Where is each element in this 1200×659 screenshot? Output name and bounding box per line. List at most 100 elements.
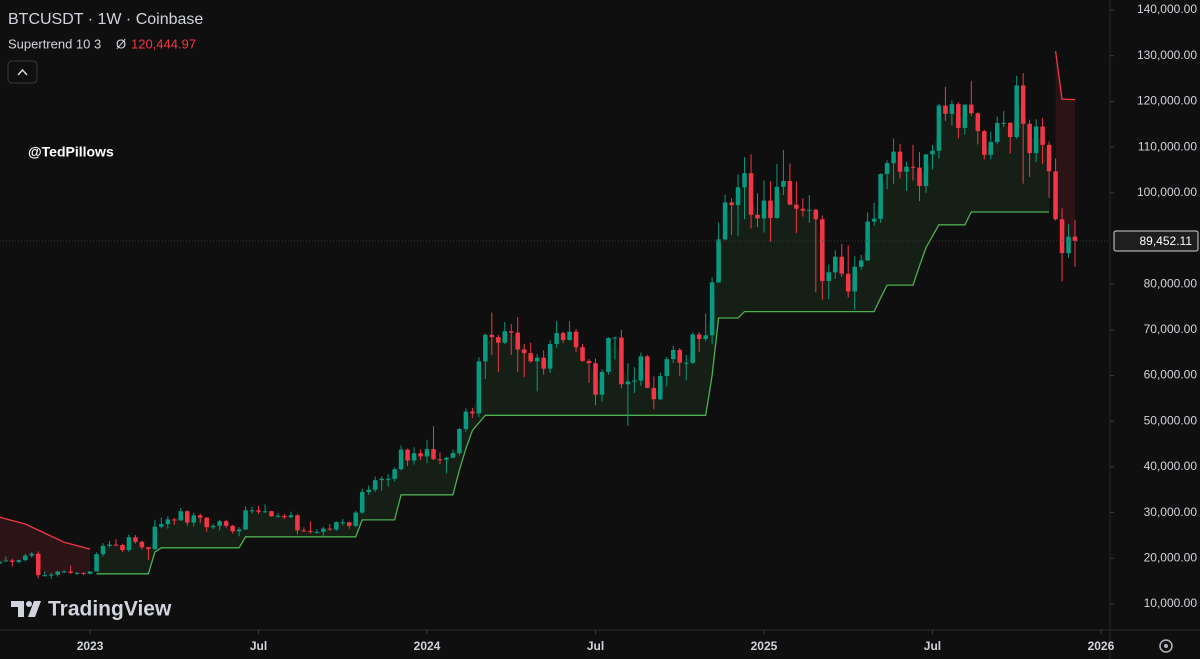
candle-body xyxy=(282,515,287,518)
candle-body xyxy=(709,282,715,336)
candle-body xyxy=(197,515,203,518)
candle-body xyxy=(696,334,702,339)
candle-body xyxy=(444,457,449,460)
candle-body xyxy=(327,528,333,530)
candle-body xyxy=(55,571,60,575)
candle-body xyxy=(275,515,281,517)
x-tick-label: Jul xyxy=(587,639,604,653)
y-tick-label: 100,000.00 xyxy=(1137,185,1197,199)
settings-button[interactable] xyxy=(1159,639,1173,653)
candle-body xyxy=(897,151,903,172)
candle-body xyxy=(334,522,339,530)
candle-body xyxy=(262,511,268,513)
candle-body xyxy=(81,572,86,574)
y-tick-label: 60,000.00 xyxy=(1144,368,1198,382)
candle-body xyxy=(1033,126,1039,154)
y-tick-label: 140,000.00 xyxy=(1137,2,1197,16)
time-axis: 2023 Jul 2024 Jul 2025 Jul 2026 xyxy=(77,630,1115,653)
supertrend-fill xyxy=(96,104,1050,574)
candle-body xyxy=(904,166,909,172)
candle-body xyxy=(457,428,462,454)
y-tick-label: 50,000.00 xyxy=(1144,413,1198,427)
candle-body xyxy=(107,544,112,546)
candle-body xyxy=(204,517,209,528)
candle-body xyxy=(573,331,579,348)
candle-body xyxy=(800,208,806,211)
collapse-icon[interactable] xyxy=(17,68,28,76)
candle-body xyxy=(580,347,585,361)
candle-body xyxy=(398,449,404,470)
candle-body xyxy=(68,571,73,573)
candle-body xyxy=(884,163,890,175)
supertrend-line xyxy=(96,211,1050,575)
candle-body xyxy=(1007,122,1013,138)
x-tick-label: Jul xyxy=(250,639,267,653)
candle-body xyxy=(359,492,365,513)
candle-body xyxy=(120,545,125,551)
candle-body xyxy=(994,122,1000,143)
candle-body xyxy=(476,361,482,414)
candle-body xyxy=(256,510,261,512)
candle-body xyxy=(554,333,559,345)
candle-body xyxy=(172,519,177,521)
candle-body xyxy=(541,357,546,369)
candle-body xyxy=(1066,236,1071,254)
candle-body xyxy=(521,349,527,354)
x-tick-label: 2026 xyxy=(1088,639,1115,653)
candle-body xyxy=(839,256,845,274)
candle-body xyxy=(781,180,786,187)
candle-body xyxy=(891,151,896,164)
candle-body xyxy=(560,333,566,340)
candle-body xyxy=(599,371,605,395)
candle-body xyxy=(567,331,572,340)
candle-body xyxy=(126,537,132,551)
candle-body xyxy=(340,522,346,524)
candle-body xyxy=(146,547,151,550)
candle-body xyxy=(1059,219,1065,254)
x-tick-label: 2023 xyxy=(77,639,104,653)
settings-icon-center[interactable] xyxy=(1164,644,1168,648)
candle-body xyxy=(722,202,728,240)
candle-body xyxy=(1046,144,1052,172)
candle-body xyxy=(690,334,695,363)
x-tick-label: 2024 xyxy=(414,639,441,653)
candle-body xyxy=(1027,123,1032,154)
candle-body xyxy=(988,142,994,155)
candle-body xyxy=(392,469,397,479)
candle-body xyxy=(10,560,15,562)
candle-body xyxy=(470,411,475,414)
candle-body xyxy=(269,511,274,517)
candle-body xyxy=(418,453,423,457)
candle-body xyxy=(807,209,812,211)
candle-body xyxy=(638,356,644,381)
candle-body xyxy=(794,204,799,209)
collapse-button[interactable] xyxy=(7,60,38,84)
candle-body xyxy=(962,104,968,128)
indicator-visibility: Ø xyxy=(116,36,126,51)
candle-body xyxy=(768,200,773,218)
y-tick-label: 40,000.00 xyxy=(1144,459,1198,473)
collapse-button-frame[interactable] xyxy=(7,60,38,84)
candle-body xyxy=(29,553,35,556)
candle-body xyxy=(502,331,508,343)
candle-body xyxy=(508,331,514,333)
candle-body xyxy=(405,449,410,461)
candle-body xyxy=(683,362,689,364)
supertrend-fill xyxy=(0,517,91,576)
candle-body xyxy=(858,260,864,267)
candle-body xyxy=(755,214,760,219)
supertrend-line xyxy=(1054,51,1076,101)
candle-body xyxy=(159,524,164,527)
settings-icon[interactable] xyxy=(1159,639,1173,653)
candle-body xyxy=(735,187,741,206)
candle-body xyxy=(1072,236,1078,241)
candle-body xyxy=(832,256,838,273)
candle-body xyxy=(845,273,851,292)
last-price-label: 89,452.11 xyxy=(1140,234,1193,248)
candle-body xyxy=(975,113,981,132)
candle-body xyxy=(910,166,916,168)
y-tick-label: 110,000.00 xyxy=(1138,139,1197,153)
candle-body xyxy=(314,531,320,533)
x-tick-label: 2025 xyxy=(751,639,778,653)
candle-body xyxy=(295,515,300,531)
